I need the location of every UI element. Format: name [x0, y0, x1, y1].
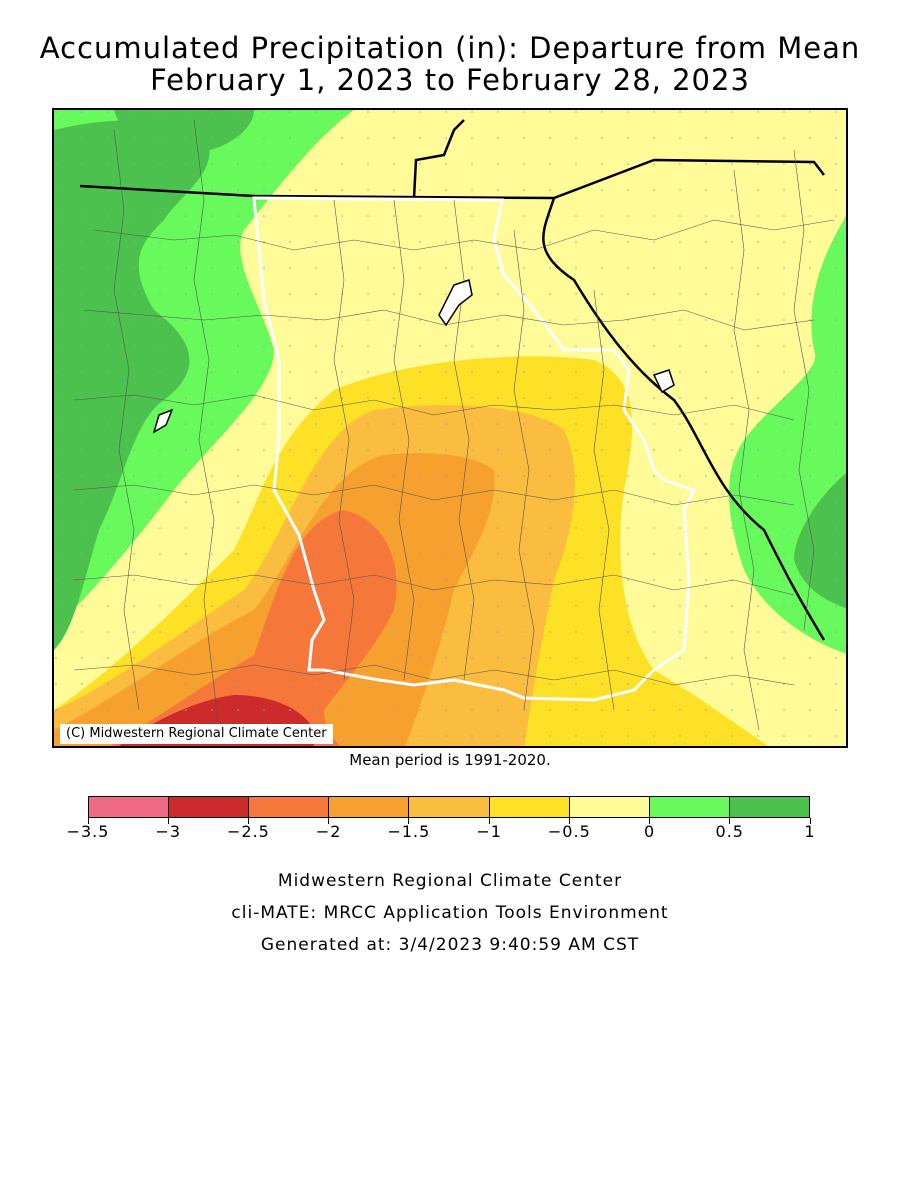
legend-tick — [328, 818, 330, 824]
legend-tick — [729, 818, 731, 824]
legend-tick — [408, 818, 410, 824]
river-border-east — [542, 197, 826, 641]
legend-label: −3 — [155, 822, 182, 841]
legend-label: 1 — [804, 822, 816, 841]
legend-bin — [729, 797, 809, 817]
lake-west — [152, 408, 174, 434]
lake-central — [438, 279, 473, 327]
lake-border-north — [412, 119, 465, 199]
legend-tick — [247, 818, 249, 824]
legend-label: 0.5 — [715, 822, 744, 841]
legend-tick — [167, 818, 169, 824]
copyright-label: (C) Midwestern Regional Climate Center — [60, 724, 333, 744]
legend-bin — [649, 797, 730, 817]
legend-label: −2 — [315, 822, 342, 841]
map-canvas — [54, 110, 846, 746]
credit-organization: Midwestern Regional Climate Center — [277, 871, 623, 891]
legend-label: −3.5 — [66, 822, 110, 841]
legend-tick — [809, 818, 811, 824]
legend-tick — [488, 818, 490, 824]
legend-bin — [569, 797, 650, 817]
legend-tick — [87, 818, 89, 824]
legend-color-bar — [88, 796, 810, 818]
legend-bin — [329, 797, 410, 817]
credit-tool: cli-MATE: MRCC Application Tools Environ… — [231, 903, 669, 923]
county-lines — [73, 119, 835, 731]
legend-bin — [249, 797, 330, 817]
legend-label: −1 — [476, 822, 502, 841]
precipitation-map: (C) Midwestern Regional Climate Center — [52, 108, 848, 748]
map-title-line-1: Accumulated Precipitation (in): Departur… — [39, 31, 861, 65]
mean-period-note: Mean period is 1991-2020. — [349, 751, 551, 769]
state-outline — [252, 196, 697, 702]
map-title-line-2: February 1, 2023 to February 28, 2023 — [150, 63, 750, 97]
legend-bin — [89, 797, 170, 817]
legend-tick — [568, 818, 570, 824]
legend-bin — [489, 797, 570, 817]
credit-generated-at: Generated at: 3/4/2023 9:40:59 AM CST — [260, 935, 640, 955]
lake-east — [652, 369, 675, 394]
color-legend: −3.5 −3 −2.5 −2 −1.5 −1 −0.5 0 0.5 1 — [67, 796, 815, 856]
legend-bin — [169, 797, 250, 817]
legend-bin — [409, 797, 490, 817]
lat-long-grid — [54, 110, 846, 746]
legend-label: −2.5 — [227, 822, 270, 841]
state-border-north — [79, 158, 825, 200]
legend-label: 0 — [643, 822, 656, 841]
legend-tick — [649, 818, 651, 824]
legend-label: −0.5 — [547, 822, 591, 841]
legend-label: −1.5 — [387, 822, 431, 841]
